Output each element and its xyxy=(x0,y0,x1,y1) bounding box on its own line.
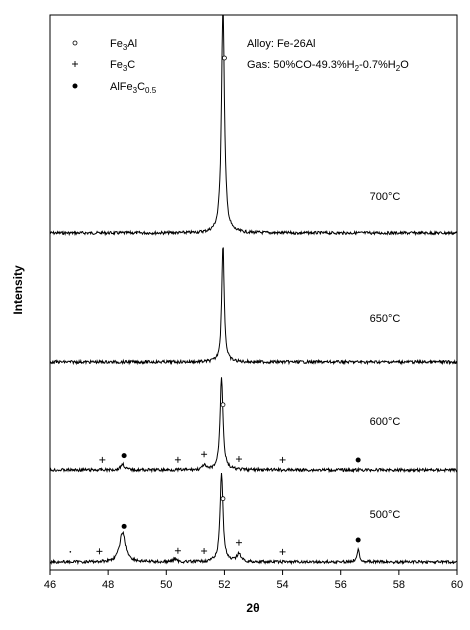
x-tick-label: 46 xyxy=(44,579,56,591)
fe3c-marker xyxy=(99,456,106,463)
temperature-labels: 700°C 650°C 600°C 500°C xyxy=(370,191,401,521)
curve-500°C xyxy=(49,472,458,566)
fe3al-marker xyxy=(222,55,227,61)
fe3c-marker xyxy=(201,451,208,458)
axes: 46 48 50 52 54 56 58 60 xyxy=(44,14,463,591)
alfe3c-marker xyxy=(121,453,127,459)
temperature-label: 700°C xyxy=(370,191,401,203)
fe3al-marker xyxy=(220,402,226,408)
curve-600°C xyxy=(49,377,458,474)
alloy-label: Alloy: Fe-26Al xyxy=(247,38,315,50)
diffraction-curves xyxy=(49,14,458,566)
legend-plus-icon xyxy=(72,61,78,67)
legend-open-circle-icon xyxy=(72,40,78,46)
curve-650°C xyxy=(49,247,458,366)
x-tick-label: 60 xyxy=(451,579,463,591)
x-tick-label: 48 xyxy=(102,579,114,591)
fe3c-marker xyxy=(201,548,208,555)
phase-markers xyxy=(69,55,361,555)
fe3c-marker xyxy=(279,456,286,463)
alfe3c-marker xyxy=(121,523,127,529)
legend-label: Fe3Al xyxy=(110,38,137,52)
fe3c-marker xyxy=(279,548,286,555)
x-tick-label: 52 xyxy=(218,579,230,591)
temperature-label: 600°C xyxy=(370,416,401,428)
fe3c-marker xyxy=(174,547,181,554)
curve-700°C xyxy=(49,14,458,237)
fe3c-marker xyxy=(235,539,242,546)
temperature-label: 500°C xyxy=(370,509,401,521)
x-tick-label: 54 xyxy=(276,579,288,591)
info-box: Alloy: Fe-26Al Gas: 50%CO-49.3%H2-0.7%H2… xyxy=(247,38,409,73)
fe3c-marker xyxy=(174,456,181,463)
legend-label: AlFe3C0.5 xyxy=(110,81,157,95)
legend: Fe3Al Fe3C AlFe3C0.5 xyxy=(72,38,157,95)
y-axis-title: Intensity xyxy=(11,265,25,315)
plot-frame xyxy=(49,14,458,571)
x-axis-title: 2θ xyxy=(246,601,259,615)
fe3c-marker xyxy=(235,456,242,463)
gas-label: Gas: 50%CO-49.3%H2-0.7%H2O xyxy=(247,59,409,73)
alfe3c-marker xyxy=(355,457,361,463)
x-tick-label: 58 xyxy=(393,579,405,591)
dot-marker xyxy=(69,551,72,553)
temperature-label: 650°C xyxy=(370,313,401,325)
x-tick-label: 56 xyxy=(335,579,347,591)
x-tick-label: 50 xyxy=(160,579,172,591)
alfe3c-marker xyxy=(355,537,361,543)
fe3c-marker xyxy=(96,548,103,555)
fe3al-marker xyxy=(220,496,226,502)
legend-filled-circle-icon xyxy=(72,83,78,89)
legend-label: Fe3C xyxy=(110,59,135,73)
